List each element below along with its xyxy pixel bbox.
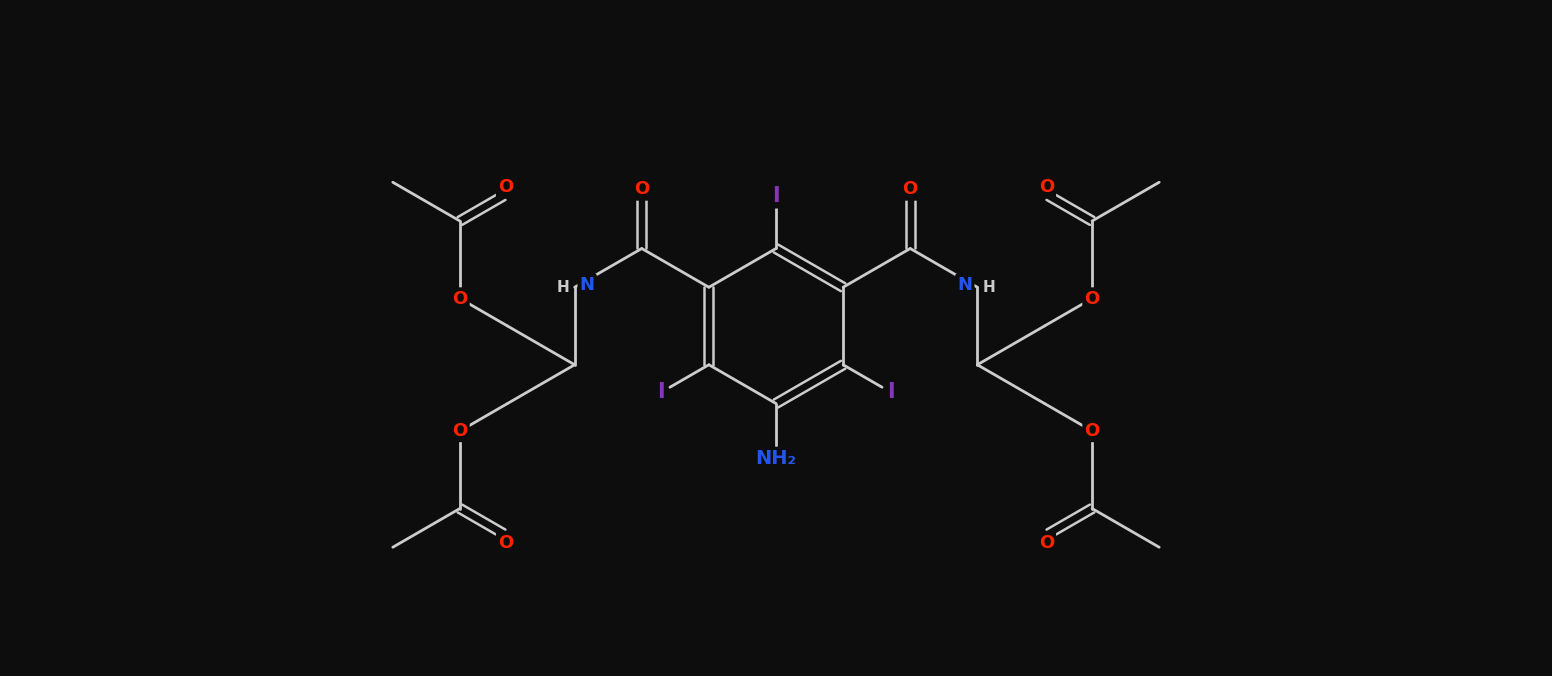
Text: H: H — [982, 280, 995, 295]
Text: N: N — [579, 276, 594, 294]
Text: N: N — [958, 276, 973, 294]
Text: O: O — [498, 178, 514, 196]
Text: NH₂: NH₂ — [756, 449, 796, 468]
Text: O: O — [452, 422, 467, 440]
Text: I: I — [658, 382, 666, 402]
Text: O: O — [903, 180, 917, 199]
Text: H: H — [557, 280, 570, 295]
Text: O: O — [1085, 422, 1100, 440]
Text: I: I — [773, 186, 779, 206]
Text: O: O — [498, 533, 514, 552]
Text: O: O — [635, 180, 649, 199]
Text: O: O — [1038, 178, 1054, 196]
Text: O: O — [1085, 289, 1100, 308]
Text: O: O — [1038, 533, 1054, 552]
Text: O: O — [452, 289, 467, 308]
Text: I: I — [886, 382, 894, 402]
